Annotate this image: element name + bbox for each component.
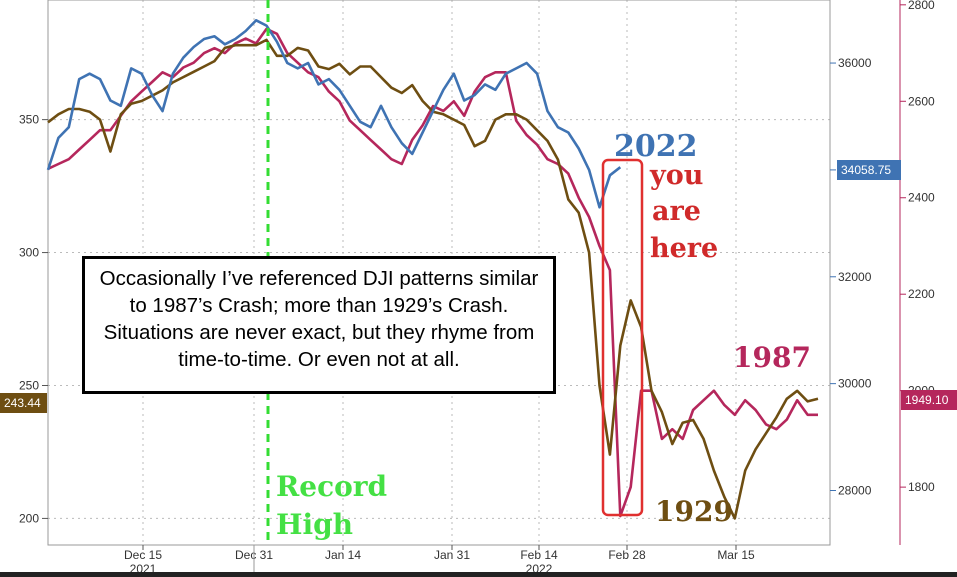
value-tag-left: 243.44 [0, 393, 47, 413]
inner-tick-label: 36000 [838, 56, 872, 70]
value-tag-outer: 1949.10 [901, 390, 957, 410]
x-tick-label: Feb 28 [608, 548, 646, 562]
x-tick-label: Mar 15 [717, 548, 755, 562]
label-are: are [652, 196, 701, 227]
label-1929: 1929 [655, 495, 733, 528]
left-tick-label: 200 [19, 511, 39, 525]
label-1987: 1987 [733, 341, 811, 374]
left-tick-label: 350 [19, 113, 39, 127]
axes: 2002503003502800030000320003400036000180… [19, 0, 935, 576]
left-tick-label: 300 [19, 246, 39, 260]
label-you: you [649, 160, 703, 191]
left-tick-label: 250 [19, 378, 39, 392]
x-tick-label: Feb 14 [520, 548, 558, 562]
inner-tick-label: 32000 [838, 270, 872, 284]
outer-tick-label: 2600 [908, 94, 935, 108]
bottom-border [0, 572, 957, 577]
label-2022: 2022 [614, 129, 698, 164]
outer-tick-label: 2200 [908, 287, 935, 301]
label-high: High [276, 508, 353, 541]
x-tick-label: Jan 14 [325, 548, 361, 562]
you-are-here-box [601, 158, 644, 517]
series-line-2022 [46, 18, 622, 209]
commentary-box: Occasionally I’ve referenced DJI pattern… [82, 256, 556, 394]
outer-tick-label: 1800 [908, 480, 935, 494]
plot-frame [47, 0, 831, 546]
value-tag-inner: 34058.75 [837, 160, 901, 180]
inner-tick-label: 28000 [838, 484, 872, 498]
outer-tick-label: 2400 [908, 191, 935, 205]
annotations: 2022 you are here 1987 1929 Record High [266, 0, 811, 545]
series-layer [46, 18, 819, 520]
outer-tick-label: 2800 [908, 0, 935, 12]
x-tick-label: Jan 31 [434, 548, 470, 562]
label-here: here [650, 233, 718, 264]
x-tick-label: Dec 15 [124, 548, 162, 562]
inner-tick-label: 30000 [838, 377, 872, 391]
label-record: Record [276, 470, 387, 503]
